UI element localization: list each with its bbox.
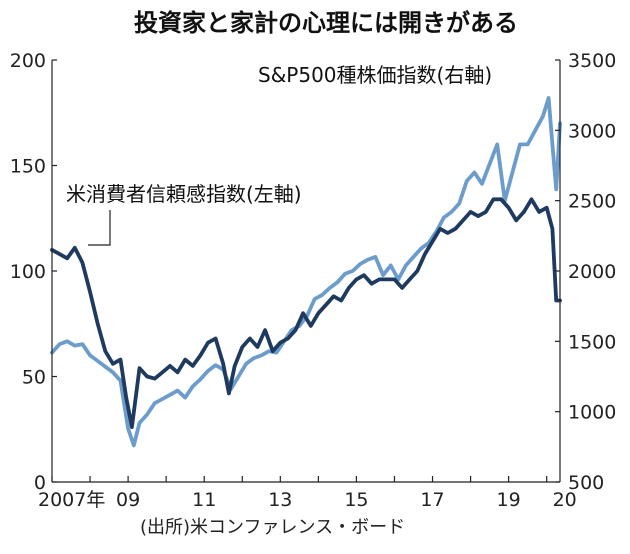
- x-tick-label: 2007年: [38, 489, 105, 511]
- consumer-confidence-line: [50, 197, 562, 430]
- source-note: (出所)米コンファレンス・ボード: [140, 517, 405, 538]
- left-tick-label: 100: [10, 261, 46, 283]
- x-tick-label: 15: [344, 489, 368, 511]
- x-tick-label: 13: [268, 489, 292, 511]
- right-tick-label: 2000: [568, 261, 616, 283]
- x-tick-label: 20: [553, 489, 577, 511]
- series-layer: [50, 96, 562, 448]
- right-tick-label: 3000: [568, 120, 616, 142]
- consumer-confidence-leader-line: [88, 210, 111, 246]
- sp500-line: [50, 96, 562, 448]
- right-tick-label: 1500: [568, 331, 616, 353]
- right-tick-label: 500: [568, 472, 604, 494]
- left-tick-label: 0: [34, 472, 46, 494]
- x-tick-label: 19: [497, 489, 521, 511]
- left-tick-label: 150: [10, 156, 46, 178]
- right-tick-label: 2500: [568, 191, 616, 213]
- left-tick-label: 50: [22, 367, 46, 389]
- chart-title: 投資家と家計の心理には開きがある: [134, 9, 518, 37]
- right-tick-label: 1000: [568, 402, 616, 424]
- x-tick-label: 09: [116, 489, 140, 511]
- sp500-series-label: S&P500種株価指数(右軸): [258, 63, 492, 87]
- right-tick-label: 3500: [568, 50, 616, 72]
- x-axis-ticks: 2007年 09 11 13 15 17 19 20: [38, 476, 577, 511]
- x-tick-label: 11: [192, 489, 216, 511]
- left-tick-label: 200: [10, 50, 46, 72]
- consumer-confidence-series-label: 米消費者信頼感指数(左軸): [66, 182, 302, 206]
- x-tick-label: 17: [420, 489, 444, 511]
- left-axis-ticks: 0 50 100 150 200: [10, 50, 57, 494]
- right-axis-ticks: 500 1000 1500 2000 2500 3000 3500: [555, 50, 616, 494]
